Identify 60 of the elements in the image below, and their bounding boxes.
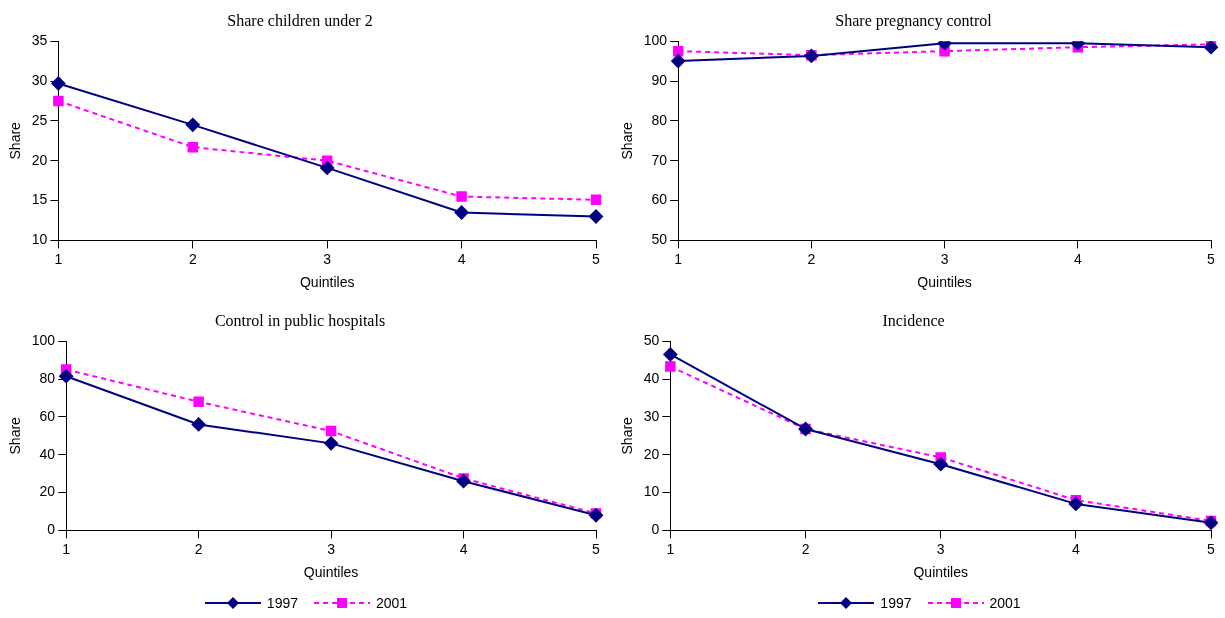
y-tick-label: 100 [643, 32, 668, 49]
y-tick-label: 10 [31, 231, 48, 248]
chart-title: Share children under 2 [227, 11, 373, 29]
x-tick-label: 4 [1071, 540, 1080, 557]
y-tick-label: 50 [643, 332, 660, 349]
x-tick-label: 5 [1207, 250, 1216, 267]
y-tick-label: 10 [643, 483, 660, 500]
y-axis-title: Share [7, 416, 24, 455]
y-tick-label: 80 [651, 111, 668, 128]
x-tick-label: 4 [457, 250, 466, 267]
y-tick-label: 35 [31, 32, 48, 49]
x-tick-label: 2 [188, 250, 197, 267]
x-axis-title: Quintiles [299, 274, 355, 291]
x-axis-title: Quintiles [303, 564, 359, 581]
y-tick-label: 60 [651, 191, 668, 208]
legend-label: 2001 [376, 595, 408, 611]
legend-label: 1997 [266, 595, 298, 611]
x-tick-label: 5 [592, 250, 601, 267]
x-tick-label: 1 [674, 250, 683, 267]
x-tick-label: 2 [801, 540, 810, 557]
y-tick-label: 20 [39, 483, 56, 500]
y-tick-label: 40 [39, 445, 56, 462]
x-axis-title: Quintiles [913, 564, 968, 581]
y-tick-label: 20 [31, 151, 48, 168]
x-tick-label: 2 [807, 250, 816, 267]
y-axis-title: Share [619, 416, 636, 455]
y-tick-label: 70 [651, 151, 668, 168]
chart-title: Incidence [882, 311, 945, 329]
legend-label: 2001 [989, 595, 1021, 611]
x-tick-label: 3 [936, 540, 945, 557]
x-tick-label: 3 [323, 250, 332, 267]
y-tick-label: 90 [651, 71, 668, 88]
x-tick-label: 2 [194, 540, 203, 557]
chart-title: Share pregnancy control [835, 11, 993, 30]
y-tick-label: 25 [31, 111, 48, 128]
y-tick-label: 20 [643, 445, 660, 462]
y-tick-label: 50 [651, 231, 668, 248]
x-axis-title: Quintiles [917, 274, 972, 291]
y-tick-label: 80 [39, 369, 56, 386]
y-tick-label: 60 [39, 407, 56, 424]
x-tick-label: 1 [666, 540, 675, 557]
y-tick-label: 15 [31, 191, 48, 208]
chart-title: Control in public hospitals [214, 311, 386, 330]
legend-label: 1997 [880, 595, 912, 611]
y-tick-label: 30 [31, 71, 48, 88]
y-tick-label: 30 [643, 407, 660, 424]
x-tick-label: 1 [54, 250, 63, 267]
x-tick-label: 3 [940, 250, 949, 267]
x-tick-label: 1 [62, 540, 71, 557]
x-tick-label: 5 [592, 540, 601, 557]
y-tick-label: 100 [31, 332, 56, 349]
x-tick-label: 5 [1207, 540, 1216, 557]
y-tick-label: 0 [47, 521, 56, 538]
x-tick-label: 4 [1073, 250, 1082, 267]
x-tick-label: 3 [327, 540, 336, 557]
y-axis-title: Share [619, 121, 636, 160]
y-tick-label: 0 [651, 521, 660, 538]
y-tick-label: 40 [643, 369, 660, 386]
x-tick-label: 4 [459, 540, 468, 557]
y-axis-title: Share [7, 121, 24, 160]
